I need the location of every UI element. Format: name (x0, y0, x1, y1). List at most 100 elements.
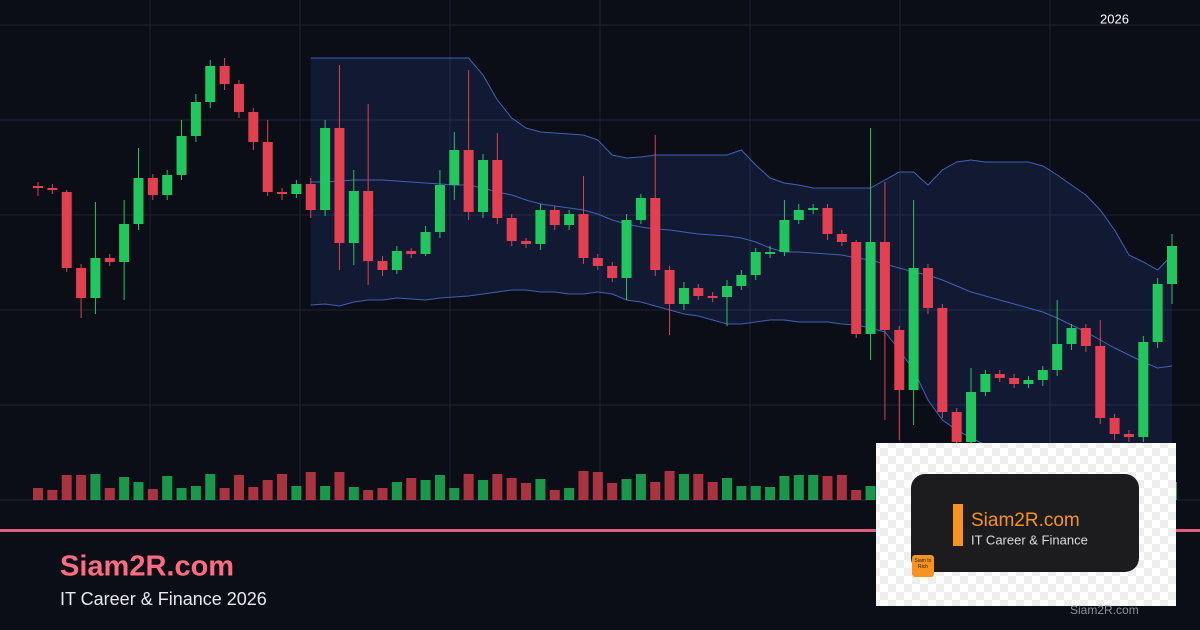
logo-title: Siam2R.com (971, 510, 1080, 531)
candle-body (1023, 380, 1034, 384)
logo-badge (912, 555, 934, 577)
volume-bar (477, 480, 488, 500)
candle-body (47, 188, 58, 190)
volume-bar (621, 479, 632, 500)
volume-bar (607, 483, 618, 500)
candle-body (363, 191, 374, 261)
candle-body (908, 268, 919, 390)
candle-body (277, 192, 288, 194)
candle-body (162, 175, 173, 195)
volume-bar (162, 476, 173, 500)
candle-body (205, 66, 216, 102)
logo-panel (911, 474, 1139, 572)
candle-body (937, 308, 948, 412)
volume-bar (506, 478, 517, 500)
candle-body (477, 160, 488, 212)
volume-bar (434, 475, 445, 500)
volume-bar (219, 488, 230, 500)
candle-body (736, 275, 747, 286)
logo-badge-text: Siam to Rich (914, 558, 932, 570)
volume-bar (549, 490, 560, 500)
candle-body (406, 251, 417, 254)
candle-body (1066, 328, 1077, 344)
volume-bar (133, 482, 144, 500)
candle-body (61, 192, 72, 268)
brand-subtitle: IT Career & Finance 2026 (60, 589, 267, 609)
candle-body (1095, 346, 1106, 418)
candle-body (1138, 342, 1149, 437)
candle-body (1009, 378, 1020, 384)
candle-body (722, 286, 733, 297)
candle-body (678, 288, 689, 304)
volume-bar (90, 474, 101, 500)
candle-body (1152, 284, 1163, 342)
volume-bar (377, 488, 388, 500)
candle-body (1123, 434, 1134, 437)
volume-bar (492, 474, 503, 500)
volume-bar (808, 475, 819, 500)
candle-body (549, 210, 560, 225)
volume-bar (664, 471, 675, 500)
brand-title: Siam2R.com (60, 551, 234, 583)
candle-body (808, 208, 819, 210)
candle-body (635, 198, 646, 220)
candle-body (291, 184, 302, 194)
volume-bar (233, 475, 244, 500)
volume-bar (262, 480, 273, 500)
volume-bar (779, 476, 790, 500)
volume-bar (693, 474, 704, 500)
candle-body (233, 84, 244, 112)
volume-bar (865, 486, 876, 500)
volume-bar (463, 474, 474, 500)
volume-bar (348, 487, 359, 500)
volume-bar (205, 474, 216, 500)
logo-subtitle: IT Career & Finance (971, 532, 1088, 547)
band-upper (310, 57, 1173, 271)
candle-body (650, 198, 661, 270)
candle-body (76, 268, 87, 298)
candle-body (707, 296, 718, 298)
volume-bar (291, 486, 302, 500)
volume-bar (33, 488, 43, 500)
volume-bar (420, 480, 431, 500)
volume-bar (722, 478, 733, 500)
volume-bar (320, 486, 331, 500)
volume-bar (592, 472, 603, 500)
candle-body (305, 184, 316, 210)
volume-bar (836, 475, 847, 500)
candle-body (851, 242, 862, 334)
candle-body (391, 251, 402, 270)
band-fill (310, 58, 1172, 478)
candle-body (119, 224, 130, 262)
candle-body (248, 112, 259, 142)
volume-bar (76, 475, 87, 500)
candle-body (535, 210, 546, 244)
logo: Siam2R.com IT Career & Finance Siam to R… (876, 443, 1176, 606)
candle-body (90, 258, 101, 298)
volume-bar (564, 488, 575, 500)
volume-bar (406, 478, 417, 500)
volume-bar (363, 490, 374, 500)
volume-bar (248, 487, 259, 500)
volume-bar (305, 472, 316, 500)
candle-body (434, 185, 445, 232)
volume-bar (678, 474, 689, 500)
candle-body (449, 150, 460, 185)
candle-body (951, 412, 962, 442)
candle-body (320, 128, 331, 210)
volume-bar (635, 474, 646, 500)
volume-bar (47, 490, 58, 500)
candle-body (1052, 344, 1063, 370)
candle-body (104, 258, 115, 262)
volume-bar (277, 474, 288, 500)
volume-bar (176, 488, 187, 500)
candle-body (147, 178, 158, 195)
volume-bar (793, 475, 804, 500)
candle-body (621, 220, 632, 278)
candle-body (1037, 370, 1048, 380)
volume-bar (147, 489, 158, 500)
volume-bar (851, 490, 862, 500)
volume-bar (736, 486, 747, 500)
candle-body (693, 288, 704, 296)
